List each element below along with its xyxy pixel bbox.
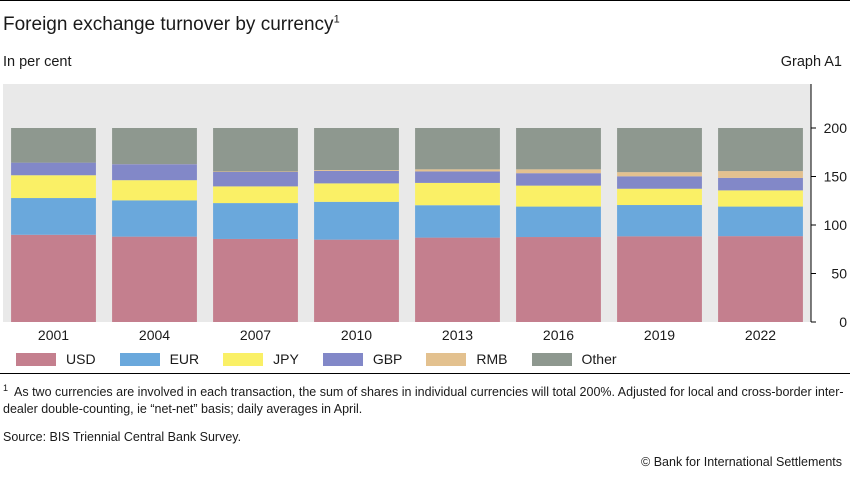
bar-other-2013 xyxy=(415,128,500,170)
footnote-marker: 1 xyxy=(3,383,9,393)
legend-item-rmb: RMB xyxy=(426,351,508,367)
y-tick-label-100: 100 xyxy=(824,217,848,233)
bar-jpy-2007 xyxy=(213,186,298,204)
bar-rmb-2016 xyxy=(516,169,601,174)
x-axis-labels: 2001 2004 2007 2010 2013 2016 2019 2022 xyxy=(38,327,776,343)
bar-eur-2004 xyxy=(112,200,197,237)
bar-gbp-2016 xyxy=(516,173,601,186)
bar-eur-2022 xyxy=(718,206,803,237)
legend-swatch-jpy xyxy=(223,352,264,366)
y-tick-label-0: 0 xyxy=(839,314,847,330)
bar-rmb-2010 xyxy=(314,170,399,171)
legend-swatch-gbp xyxy=(322,352,363,366)
bar-other-2007 xyxy=(213,128,298,172)
x-tick-label-2007: 2007 xyxy=(240,327,271,343)
bar-usd-2019 xyxy=(617,236,702,322)
bar-gbp-2001 xyxy=(11,162,96,176)
bar-jpy-2001 xyxy=(11,175,96,199)
bar-usd-2013 xyxy=(415,237,500,322)
bar-gbp-2022 xyxy=(718,177,803,191)
x-tick-label-2013: 2013 xyxy=(442,327,473,343)
bar-rmb-2022 xyxy=(718,171,803,178)
bar-usd-2004 xyxy=(112,236,197,322)
bars-layer xyxy=(11,128,803,322)
copyright: © Bank for International Settlements xyxy=(641,455,842,469)
bar-usd-2001 xyxy=(11,234,96,322)
bar-usd-2010 xyxy=(314,239,399,322)
y-tick-label-200: 200 xyxy=(824,120,848,136)
bar-eur-2001 xyxy=(11,198,96,235)
stacked-bar-chart: 2001 2004 2007 2010 2013 2016 2019 2022 0 50 100 1… xyxy=(3,84,848,343)
bar-gbp-2019 xyxy=(617,176,702,189)
bar-other-2004 xyxy=(112,128,197,165)
bar-jpy-2019 xyxy=(617,188,702,206)
bar-gbp-2013 xyxy=(415,171,500,183)
legend-label-other: Other xyxy=(581,351,617,367)
source-note: Source: BIS Triennial Central Bank Surve… xyxy=(3,430,242,444)
bar-usd-2007 xyxy=(213,238,298,322)
top-rule xyxy=(0,0,850,1)
legend-label-usd: USD xyxy=(66,351,96,367)
bar-usd-2016 xyxy=(516,237,601,322)
legend-label-eur: EUR xyxy=(169,351,200,367)
chart-subtitle: In per cent xyxy=(3,54,72,70)
legend-item-gbp: GBP xyxy=(322,351,403,367)
x-tick-label-2004: 2004 xyxy=(139,327,170,343)
y-axis: 0 50 100 150 200 xyxy=(810,84,848,330)
bar-other-2022 xyxy=(718,128,803,172)
x-tick-label-2019: 2019 xyxy=(644,327,675,343)
footnote-rule xyxy=(0,373,850,374)
title-footnote-marker: 1 xyxy=(333,13,340,26)
bar-eur-2007 xyxy=(213,203,298,239)
bar-eur-2019 xyxy=(617,205,702,237)
bar-gbp-2007 xyxy=(213,171,298,187)
bar-gbp-2010 xyxy=(314,170,399,184)
legend-item-other: Other xyxy=(531,351,617,367)
bar-rmb-2013 xyxy=(415,169,500,172)
legend-swatch-usd xyxy=(16,352,56,366)
graph-id: Graph A1 xyxy=(780,54,842,70)
bar-rmb-2019 xyxy=(617,172,702,177)
bar-usd-2022 xyxy=(718,236,803,322)
bar-eur-2010 xyxy=(314,201,399,240)
legend-label-rmb: RMB xyxy=(476,351,508,367)
bar-eur-2016 xyxy=(516,206,601,238)
legend-label-jpy: JPY xyxy=(273,351,299,367)
x-tick-label-2022: 2022 xyxy=(745,327,776,343)
legend-swatch-rmb xyxy=(426,352,467,366)
bar-jpy-2022 xyxy=(718,190,803,207)
footnote: 1 As two currencies are involved in each … xyxy=(3,380,845,418)
x-tick-label-2016: 2016 xyxy=(543,327,574,343)
bar-jpy-2004 xyxy=(112,180,197,201)
legend-label-gbp: GBP xyxy=(372,351,403,367)
bar-other-2001 xyxy=(11,128,96,163)
x-tick-label-2010: 2010 xyxy=(341,327,372,343)
bar-eur-2013 xyxy=(415,205,500,238)
legend-swatch-eur xyxy=(119,352,160,366)
legend-item-jpy: JPY xyxy=(223,351,299,367)
legend-item-eur: EUR xyxy=(119,351,200,367)
legend-item-usd: USD xyxy=(16,351,96,367)
bar-gbp-2004 xyxy=(112,164,197,181)
y-tick-label-150: 150 xyxy=(824,169,848,185)
bar-other-2016 xyxy=(516,128,601,170)
bar-jpy-2013 xyxy=(415,182,500,206)
chart-title: Foreign exchange turnover by currency1 xyxy=(3,13,340,35)
y-tick-label-50: 50 xyxy=(831,266,847,282)
x-tick-label-2001: 2001 xyxy=(38,327,69,343)
legend-swatch-other xyxy=(531,352,572,366)
bar-other-2019 xyxy=(617,128,702,173)
footnote-text: As two currencies are involved in each t… xyxy=(3,385,844,417)
legend: USD EUR JPY GBP RMB Other xyxy=(16,351,641,367)
bar-jpy-2010 xyxy=(314,183,399,202)
bar-jpy-2016 xyxy=(516,185,601,207)
bar-other-2010 xyxy=(314,128,399,170)
